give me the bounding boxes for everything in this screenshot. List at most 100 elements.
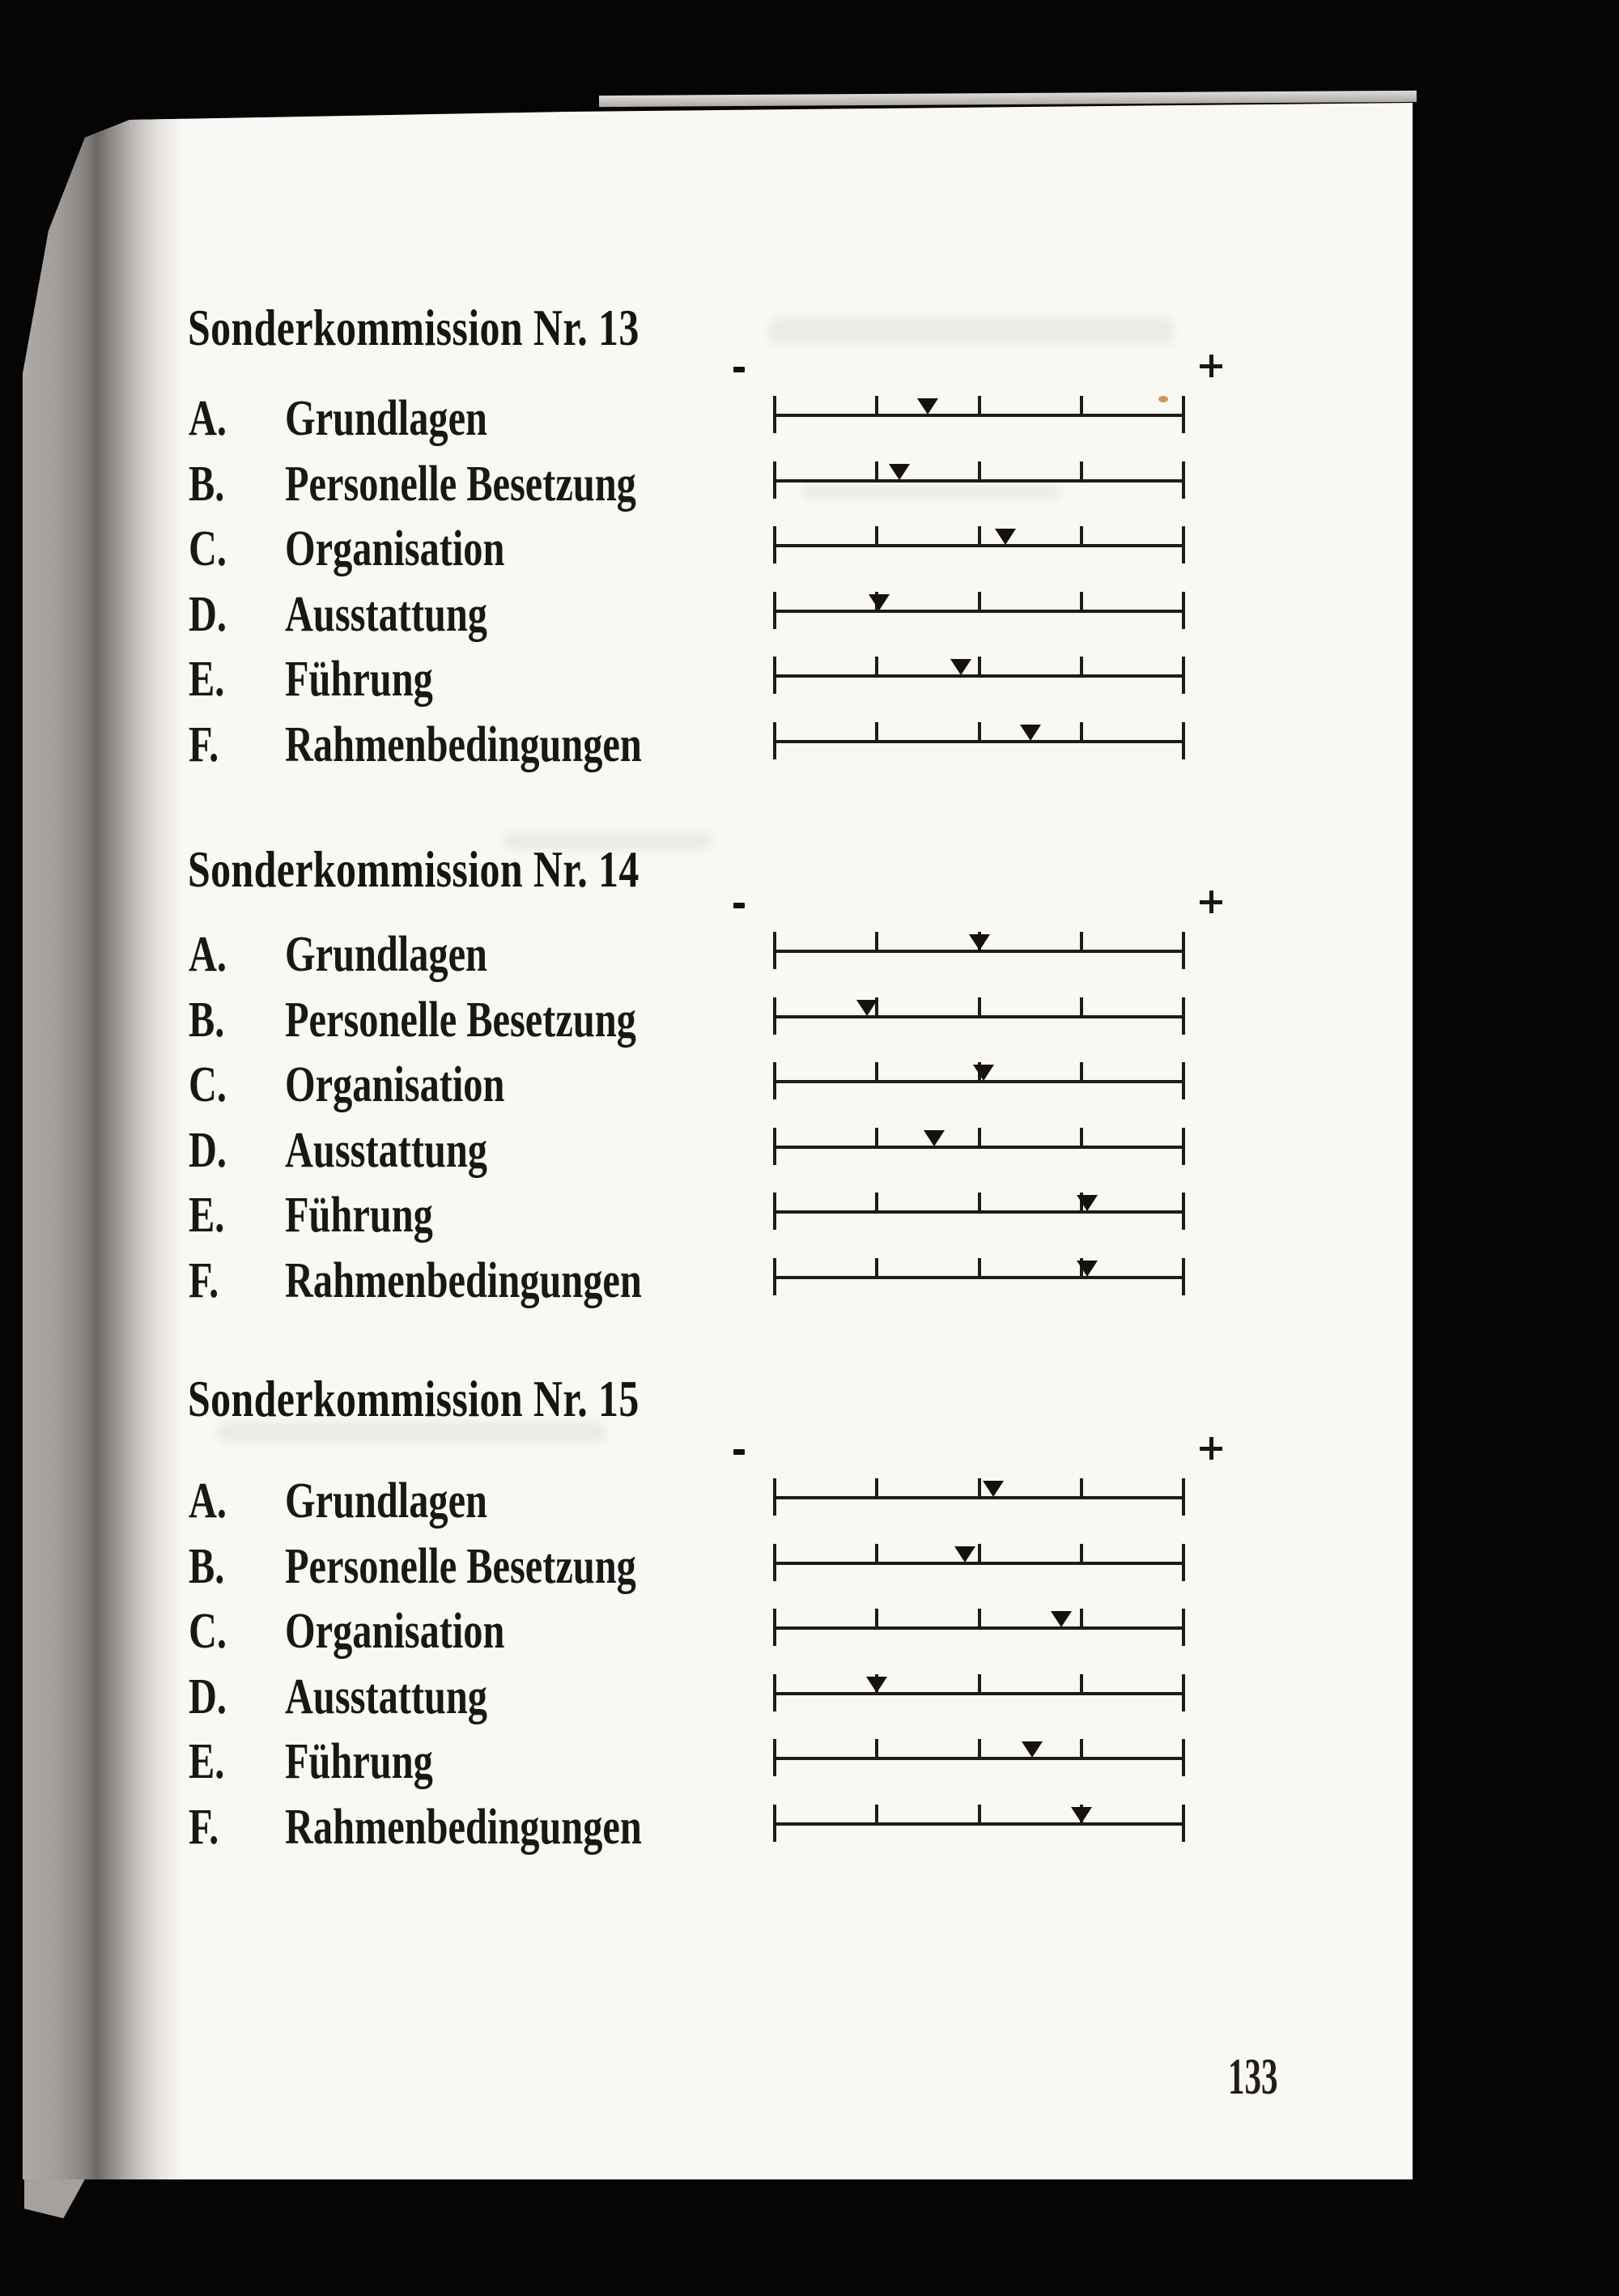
- scale-tick: [977, 1609, 981, 1628]
- scale-tick: [875, 1739, 879, 1758]
- rating-marker-triangle: [968, 934, 990, 950]
- scale-tick: [875, 1258, 879, 1278]
- rating-scale-line: [775, 674, 1183, 678]
- item-label: Organisation: [285, 1603, 567, 1660]
- scale-tick: [977, 997, 981, 1017]
- scale-tick: [977, 1258, 981, 1278]
- scale-tick: [1079, 1062, 1083, 1082]
- page-number-text: 133: [1228, 2047, 1278, 2105]
- item-letter: D.: [189, 586, 237, 644]
- scale-tick: [977, 1739, 981, 1758]
- rating-marker-triangle: [923, 1130, 945, 1146]
- rating-marker-triangle: [856, 1000, 877, 1016]
- scale-end-tick-left: [773, 1128, 776, 1165]
- item-letter-text: A.: [189, 1473, 227, 1529]
- scale-end-tick-left: [773, 657, 776, 694]
- rating-scale-line: [775, 1276, 1183, 1279]
- scale-plus-label: [1200, 891, 1222, 913]
- rating-marker-triangle: [954, 1546, 975, 1563]
- item-letter-text: F.: [189, 717, 219, 772]
- scale-tick: [875, 722, 879, 742]
- scale-end-tick-left: [773, 1258, 776, 1295]
- scale-end-tick-right: [1182, 592, 1185, 629]
- scale-end-tick-right: [1182, 1258, 1185, 1295]
- item-label-text: Führung: [285, 1188, 433, 1243]
- item-label-text: Organisation: [285, 521, 505, 576]
- scale-end-tick-right: [1182, 932, 1185, 969]
- scale-tick: [1079, 396, 1083, 415]
- item-letter: A.: [189, 926, 237, 984]
- section-title-text: Sonderkommission Nr. 13: [188, 299, 640, 356]
- scale-tick: [977, 461, 981, 481]
- item-label-text: Organisation: [285, 1604, 505, 1659]
- section-title: Sonderkommission Nr. 14: [188, 840, 767, 899]
- item-letter: A.: [189, 1473, 237, 1530]
- scale-tick: [875, 1609, 879, 1628]
- item-label-text: Grundlagen: [285, 927, 487, 982]
- item-letter: E.: [189, 1733, 235, 1791]
- item-label-text: Ausstattung: [285, 587, 487, 642]
- scale-end-tick-right: [1182, 1805, 1185, 1842]
- scale-tick: [1079, 1478, 1083, 1498]
- rating-scale-line: [775, 1822, 1183, 1826]
- scale-tick: [875, 526, 879, 546]
- scale-end-tick-right: [1182, 1193, 1185, 1230]
- item-label: Rahmenbedingungen: [285, 1799, 742, 1856]
- rating-scale-line: [775, 1146, 1183, 1149]
- item-letter-text: F.: [189, 1253, 219, 1308]
- scale-end-tick-right: [1182, 997, 1185, 1035]
- rating-scale-line: [775, 610, 1183, 613]
- item-letter-text: D.: [189, 587, 227, 642]
- item-letter: B.: [189, 992, 235, 1049]
- item-letter-text: B.: [189, 993, 225, 1048]
- bleed-artifact: [502, 832, 712, 850]
- item-letter: F.: [189, 716, 227, 774]
- item-label: Grundlagen: [285, 1473, 544, 1530]
- rating-scale-line: [775, 1210, 1183, 1214]
- item-label: Ausstattung: [285, 1669, 544, 1726]
- scale-tick: [977, 657, 981, 676]
- scale-plus-label: [1200, 1437, 1222, 1460]
- scale-end-tick-left: [773, 997, 776, 1035]
- item-letter-text: C.: [189, 521, 227, 576]
- scale-tick: [1079, 461, 1083, 481]
- scale-tick: [977, 722, 981, 742]
- scale-end-tick-right: [1182, 657, 1185, 694]
- section-title: Sonderkommission Nr. 13: [188, 298, 767, 358]
- bleed-artifact: [801, 484, 1060, 499]
- rating-scale-line: [775, 1692, 1183, 1695]
- rating-marker-triangle: [866, 1677, 888, 1693]
- bleed-artifact: [769, 317, 1174, 345]
- section-title-text: Sonderkommission Nr. 14: [188, 840, 640, 898]
- scale-end-tick-left: [773, 1805, 776, 1842]
- item-letter: B.: [189, 1538, 235, 1596]
- scale-end-tick-left: [773, 1544, 776, 1581]
- item-letter: C.: [189, 1603, 237, 1660]
- item-label: Ausstattung: [285, 586, 544, 644]
- scale-end-tick-left: [773, 461, 776, 499]
- item-label-text: Personelle Besetzung: [285, 1539, 636, 1594]
- scale-tick: [1079, 592, 1083, 611]
- item-letter: D.: [189, 1122, 237, 1180]
- item-label: Grundlagen: [285, 390, 544, 448]
- item-label: Rahmenbedingungen: [285, 716, 742, 774]
- item-label: Rahmenbedingungen: [285, 1252, 742, 1310]
- item-label: Organisation: [285, 521, 567, 578]
- item-letter-text: A.: [189, 927, 227, 982]
- scale-end-tick-right: [1182, 1544, 1185, 1581]
- scale-tick: [1079, 1128, 1083, 1147]
- item-label-text: Führung: [285, 652, 433, 707]
- scale-end-tick-left: [773, 1609, 776, 1646]
- scale-end-tick-left: [773, 396, 776, 433]
- scale-tick: [1079, 1544, 1083, 1563]
- item-letter-text: E.: [189, 652, 225, 707]
- item-letter: E.: [189, 1187, 235, 1244]
- rating-marker-triangle: [868, 594, 890, 610]
- item-letter-text: C.: [189, 1057, 227, 1112]
- item-label-text: Rahmenbedingungen: [285, 1253, 642, 1308]
- item-label: Organisation: [285, 1057, 567, 1114]
- scale-end-tick-left: [773, 526, 776, 563]
- item-letter-text: E.: [189, 1188, 225, 1243]
